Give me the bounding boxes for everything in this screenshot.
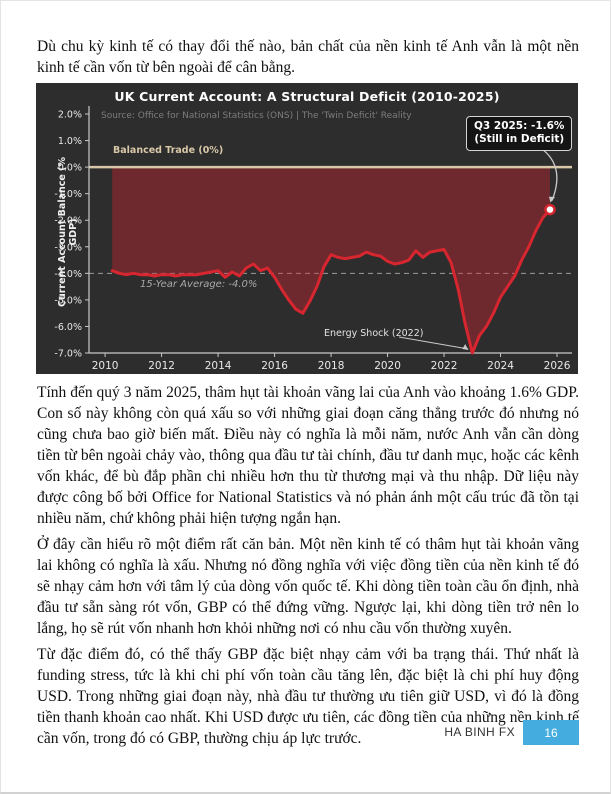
svg-text:2016: 2016: [261, 360, 288, 372]
annotation-line2: (Still in Deficit): [474, 133, 565, 145]
chart-source: Source: Office for National Statistics (…: [101, 111, 412, 121]
svg-text:2022: 2022: [431, 360, 458, 372]
body-paragraph: Ở đây cần hiểu rõ một điểm rất căn bản. …: [37, 536, 579, 637]
y-axis-label: Current Account Balance (% GDP): [57, 157, 79, 308]
svg-text:0.0%: 0.0%: [58, 163, 82, 174]
annotation-line1: Q3 2025: -1.6%: [474, 120, 565, 132]
svg-text:-3.0%: -3.0%: [54, 242, 82, 253]
energy-shock-label: Energy Shock (2022): [324, 328, 424, 339]
svg-text:2024: 2024: [487, 360, 514, 372]
svg-text:2018: 2018: [318, 360, 345, 372]
svg-text:1.0%: 1.0%: [58, 136, 82, 147]
svg-text:-4.0%: -4.0%: [54, 269, 82, 280]
svg-text:2014: 2014: [205, 360, 232, 372]
chart-figure: 2.0% 1.0% 0.0% -1.0% -2.0% -3.0% -4.0% -5.0% -6.…: [36, 83, 578, 374]
annotation-callout: Q3 2025: -1.6% (Still in Deficit): [466, 116, 573, 151]
chart-title: UK Current Account: A Structural Deficit…: [114, 89, 500, 104]
svg-text:2020: 2020: [374, 360, 401, 372]
svg-text:-6.0%: -6.0%: [54, 322, 82, 333]
svg-text:2012: 2012: [148, 360, 175, 372]
svg-text:2.0%: 2.0%: [58, 110, 82, 121]
chart-canvas: 2.0% 1.0% 0.0% -1.0% -2.0% -3.0% -4.0% -5.0% -6.…: [54, 106, 572, 372]
body-paragraph: Tính đến quý 3 năm 2025, thâm hụt tài kh…: [37, 384, 579, 527]
intro-paragraph: Dù chu kỳ kinh tế có thay đổi thế nào, b…: [37, 38, 579, 76]
svg-text:2026: 2026: [544, 360, 571, 372]
body-copy: Tính đến quý 3 năm 2025, thâm hụt tài kh…: [37, 382, 579, 754]
svg-text:-7.0%: -7.0%: [54, 349, 82, 360]
body-paragraph: Từ đặc điểm đó, có thể thấy GBP đặc biệt…: [37, 646, 579, 747]
balanced-trade-label: Balanced Trade (0%): [113, 145, 224, 156]
footer-brand: HA BINH FX: [444, 725, 515, 739]
svg-text:-5.0%: -5.0%: [54, 295, 82, 306]
svg-text:-1.0%: -1.0%: [54, 189, 82, 200]
svg-text:2010: 2010: [92, 360, 119, 372]
page-number-badge: 16: [523, 720, 579, 745]
svg-text:-2.0%: -2.0%: [54, 216, 82, 227]
average-label: 15-Year Average: -4.0%: [140, 279, 258, 290]
